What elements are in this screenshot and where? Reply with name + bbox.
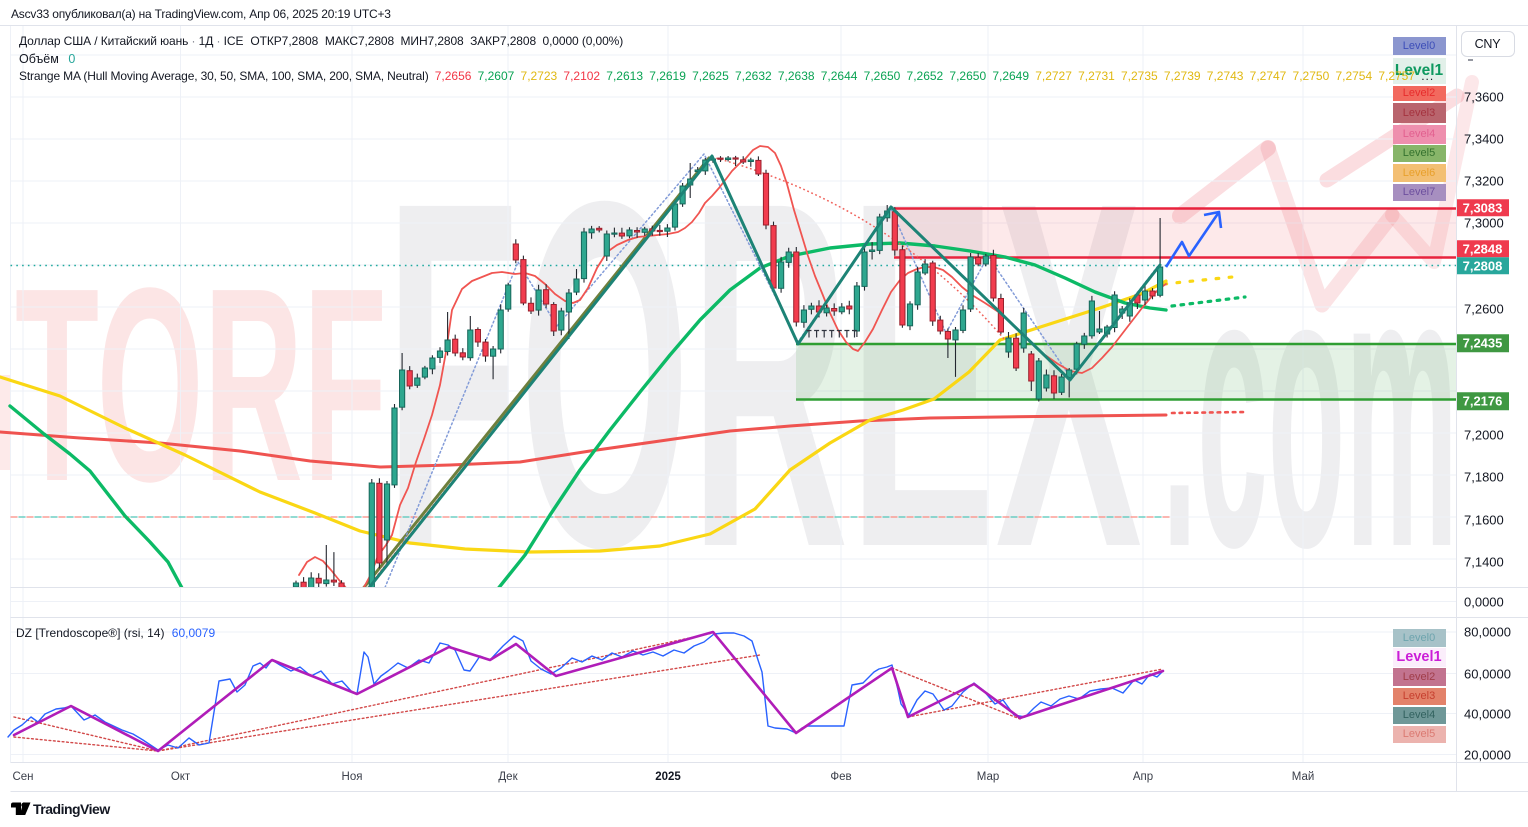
svg-text:TORF: TORF: [15, 231, 387, 539]
